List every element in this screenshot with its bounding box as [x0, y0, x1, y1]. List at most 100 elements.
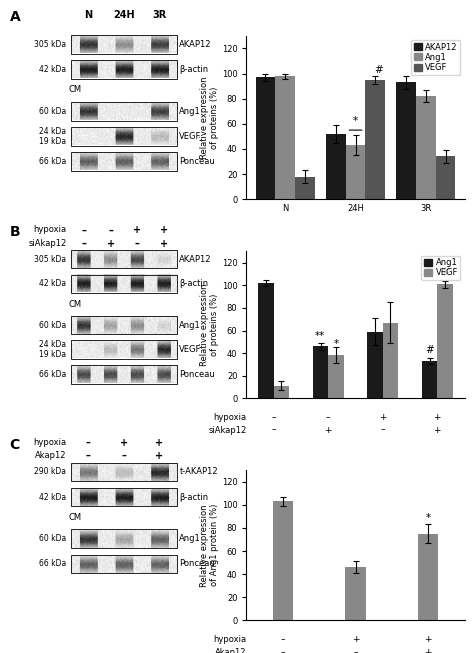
- Bar: [416, 96, 436, 199]
- Text: Ponceau: Ponceau: [179, 560, 215, 568]
- Text: AKAP12: AKAP12: [179, 255, 212, 264]
- Bar: [436, 157, 456, 199]
- Text: 42 kDa: 42 kDa: [39, 492, 66, 502]
- Text: AKAP12: AKAP12: [179, 40, 212, 49]
- Text: A: A: [9, 10, 20, 24]
- Text: #: #: [441, 267, 450, 278]
- Text: +: +: [352, 635, 359, 645]
- Text: –: –: [108, 225, 113, 235]
- Text: 42 kDa: 42 kDa: [39, 65, 66, 74]
- Text: hypoxia: hypoxia: [33, 438, 66, 447]
- Text: siAkap12: siAkap12: [208, 426, 246, 434]
- Text: β-actin: β-actin: [179, 279, 209, 289]
- Text: Akap12: Akap12: [215, 648, 246, 653]
- Bar: [326, 134, 346, 199]
- Text: C: C: [9, 438, 20, 451]
- Legend: AKAP12, Ang1, VEGF: AKAP12, Ang1, VEGF: [411, 40, 460, 74]
- Text: +: +: [107, 238, 115, 249]
- Text: hypoxia: hypoxia: [213, 413, 246, 422]
- Bar: [328, 355, 344, 398]
- Text: +: +: [160, 225, 168, 235]
- Bar: [346, 567, 365, 620]
- Text: +: +: [160, 238, 168, 249]
- Text: CM: CM: [68, 300, 82, 309]
- Text: hypoxia: hypoxia: [213, 635, 246, 645]
- Text: 60 kDa: 60 kDa: [39, 534, 66, 543]
- Text: –: –: [353, 648, 358, 653]
- Text: 24 kDa
19 kDa: 24 kDa 19 kDa: [39, 340, 66, 359]
- Bar: [275, 76, 295, 199]
- Text: +: +: [434, 413, 441, 422]
- Text: #: #: [374, 65, 383, 75]
- Bar: [346, 145, 365, 199]
- Text: +: +: [120, 438, 128, 447]
- Bar: [365, 80, 385, 199]
- Text: –: –: [272, 413, 276, 422]
- Bar: [437, 284, 453, 398]
- Text: 66 kDa: 66 kDa: [39, 370, 66, 379]
- Text: +: +: [424, 648, 432, 653]
- Text: +: +: [379, 413, 386, 422]
- Text: 60 kDa: 60 kDa: [39, 106, 66, 116]
- Text: t-AKAP12: t-AKAP12: [179, 468, 218, 477]
- Text: –: –: [86, 451, 91, 461]
- Text: 66 kDa: 66 kDa: [39, 560, 66, 568]
- Text: 42 kDa: 42 kDa: [39, 279, 66, 289]
- Text: Ang1: Ang1: [179, 106, 201, 116]
- Text: Ponceau: Ponceau: [179, 157, 215, 166]
- Text: Ang1: Ang1: [179, 534, 201, 543]
- Text: 24H: 24H: [113, 10, 135, 20]
- Text: 305 kDa: 305 kDa: [34, 40, 66, 49]
- Y-axis label: Relative expression
of proteins (%): Relative expression of proteins (%): [200, 283, 219, 366]
- Text: +: +: [133, 225, 141, 235]
- Text: –: –: [281, 635, 285, 645]
- Text: β-actin: β-actin: [179, 492, 209, 502]
- Legend: Ang1, VEGF: Ang1, VEGF: [421, 255, 460, 280]
- Text: B: B: [9, 225, 20, 239]
- Text: Akap12: Akap12: [35, 451, 66, 460]
- Text: –: –: [381, 426, 385, 434]
- Bar: [313, 346, 328, 398]
- Text: CM: CM: [68, 86, 82, 95]
- Text: 305 kDa: 305 kDa: [34, 255, 66, 264]
- Text: –: –: [272, 426, 276, 434]
- Text: *: *: [334, 339, 339, 349]
- Text: Ponceau: Ponceau: [179, 370, 215, 379]
- Bar: [396, 82, 416, 199]
- Text: Ang1: Ang1: [179, 321, 201, 330]
- Text: VEGF: VEGF: [179, 345, 202, 354]
- Text: 3R: 3R: [152, 10, 167, 20]
- Text: CM: CM: [68, 513, 82, 522]
- Text: +: +: [155, 451, 164, 461]
- Y-axis label: Relative expression
of Ang1 protein (%): Relative expression of Ang1 protein (%): [200, 504, 219, 586]
- Text: N: N: [84, 10, 92, 20]
- Bar: [383, 323, 398, 398]
- Text: –: –: [86, 438, 91, 447]
- Bar: [273, 502, 293, 620]
- Text: β-actin: β-actin: [179, 65, 209, 74]
- Bar: [274, 386, 289, 398]
- Text: 60 kDa: 60 kDa: [39, 321, 66, 330]
- Text: +: +: [155, 438, 164, 447]
- Text: +: +: [325, 426, 332, 434]
- Text: –: –: [135, 238, 140, 249]
- Text: 290 kDa: 290 kDa: [34, 468, 66, 477]
- Bar: [255, 77, 275, 199]
- Bar: [258, 283, 274, 398]
- Text: +: +: [434, 426, 441, 434]
- Text: –: –: [82, 225, 86, 235]
- Text: –: –: [121, 451, 127, 461]
- Text: **: **: [315, 330, 325, 341]
- Bar: [295, 176, 315, 199]
- Text: *: *: [426, 513, 431, 523]
- Text: #: #: [425, 345, 433, 355]
- Text: +: +: [424, 635, 432, 645]
- Text: –: –: [326, 413, 330, 422]
- Bar: [422, 361, 437, 398]
- Bar: [367, 332, 383, 398]
- Text: VEGF: VEGF: [179, 132, 202, 140]
- Text: *: *: [353, 116, 358, 126]
- Y-axis label: Relative expression
of proteins (%): Relative expression of proteins (%): [200, 76, 219, 159]
- Text: –: –: [82, 238, 86, 249]
- Text: 66 kDa: 66 kDa: [39, 157, 66, 166]
